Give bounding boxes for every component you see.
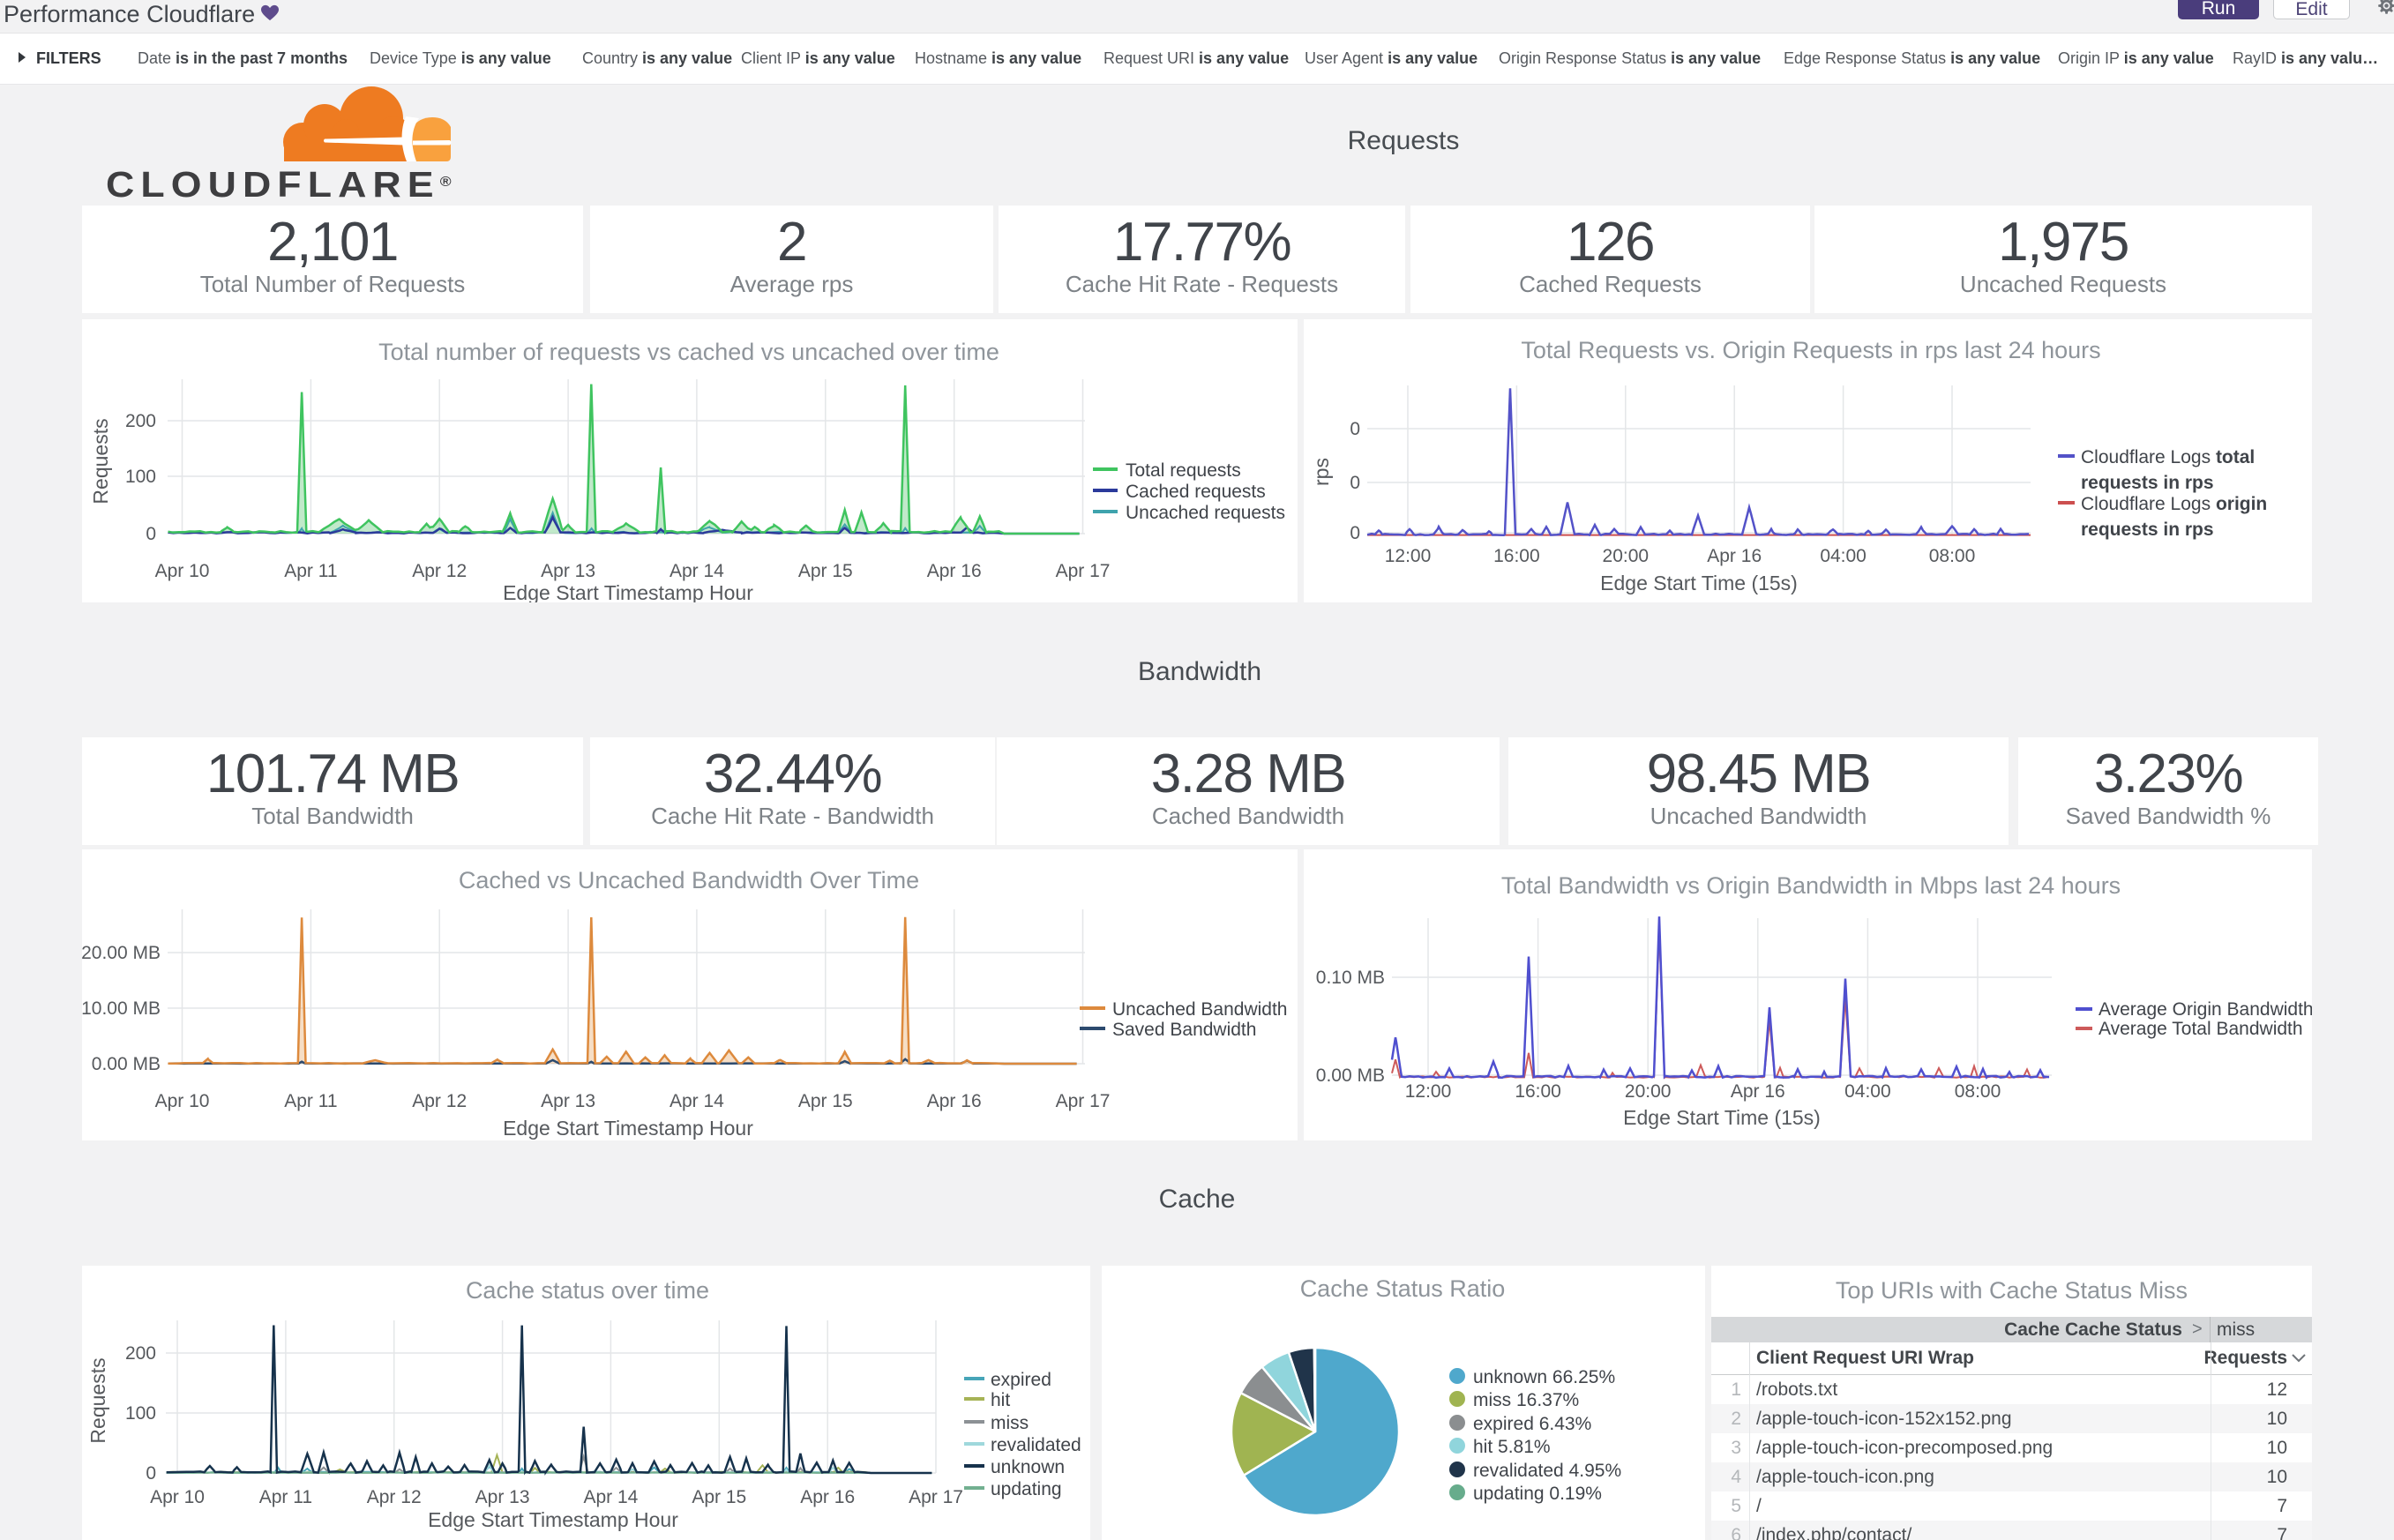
svg-text:10.00 MB: 10.00 MB	[82, 998, 161, 1019]
svg-text:0.00 MB: 0.00 MB	[92, 1054, 161, 1074]
svg-text:Saved Bandwidth: Saved Bandwidth	[1112, 1020, 1256, 1040]
svg-text:12:00: 12:00	[1385, 546, 1432, 566]
svg-text:0: 0	[146, 1463, 156, 1484]
svg-text:Edge Start Time (15s): Edge Start Time (15s)	[1623, 1106, 1821, 1129]
svg-text:100: 100	[125, 1403, 156, 1424]
svg-text:Average Total Bandwidth: Average Total Bandwidth	[2098, 1019, 2303, 1039]
svg-text:Cache status over time: Cache status over time	[466, 1277, 709, 1304]
svg-text:0: 0	[1350, 523, 1360, 543]
svg-text:20:00: 20:00	[1625, 1081, 1672, 1102]
svg-text:Requests: Requests	[89, 418, 112, 504]
svg-text:Apr 12: Apr 12	[412, 1091, 467, 1111]
svg-text:Total number of requests vs ca: Total number of requests vs cached vs un…	[378, 339, 999, 365]
svg-text:Cloudflare Logs total: Cloudflare Logs total	[2081, 447, 2255, 467]
svg-text:04:00: 04:00	[1844, 1081, 1891, 1102]
svg-text:unknown 66.25%: unknown 66.25%	[1473, 1367, 1615, 1387]
svg-text:Apr 16: Apr 16	[1707, 546, 1762, 566]
svg-text:Total Bandwidth vs Origin Band: Total Bandwidth vs Origin Bandwidth in M…	[1501, 872, 2121, 899]
svg-text:Apr 12: Apr 12	[412, 561, 467, 581]
svg-text:Apr 17: Apr 17	[1056, 1091, 1111, 1111]
svg-text:Apr 11: Apr 11	[284, 1091, 337, 1111]
svg-text:Cloudflare Logs origin: Cloudflare Logs origin	[2081, 494, 2267, 514]
svg-text:Cached requests: Cached requests	[1126, 482, 1266, 502]
svg-text:Requests: Requests	[86, 1357, 109, 1443]
svg-text:Edge Start Timestamp Hour: Edge Start Timestamp Hour	[428, 1508, 678, 1531]
svg-text:hit 5.81%: hit 5.81%	[1473, 1437, 1551, 1457]
svg-text:Cache Status Ratio: Cache Status Ratio	[1300, 1275, 1506, 1302]
svg-text:0.00 MB: 0.00 MB	[1316, 1065, 1385, 1086]
svg-text:100: 100	[125, 467, 156, 487]
svg-text:0: 0	[1350, 473, 1360, 493]
svg-text:200: 200	[125, 1343, 156, 1364]
svg-text:08:00: 08:00	[1955, 1081, 2001, 1102]
svg-text:Apr 10: Apr 10	[155, 1091, 210, 1111]
svg-text:0: 0	[146, 524, 156, 544]
svg-text:revalidated 4.95%: revalidated 4.95%	[1473, 1461, 1621, 1481]
svg-text:Uncached requests: Uncached requests	[1126, 503, 1285, 523]
svg-text:Apr 14: Apr 14	[670, 1091, 724, 1111]
svg-text:Apr 17: Apr 17	[1056, 561, 1111, 581]
svg-text:200: 200	[125, 411, 156, 431]
svg-text:Edge Start Timestamp Hour: Edge Start Timestamp Hour	[503, 1117, 753, 1140]
svg-text:Apr 16: Apr 16	[800, 1487, 855, 1507]
svg-text:Apr 14: Apr 14	[670, 561, 724, 581]
svg-text:Apr 13: Apr 13	[541, 1091, 595, 1111]
svg-text:Total requests: Total requests	[1126, 460, 1241, 481]
svg-text:updating: updating	[991, 1479, 1062, 1499]
svg-text:20.00 MB: 20.00 MB	[82, 943, 161, 963]
svg-text:expired 6.43%: expired 6.43%	[1473, 1414, 1591, 1434]
svg-text:miss: miss	[991, 1413, 1029, 1433]
svg-text:Apr 15: Apr 15	[798, 561, 853, 581]
svg-text:0.10 MB: 0.10 MB	[1316, 968, 1385, 988]
svg-text:Uncached Bandwidth: Uncached Bandwidth	[1112, 999, 1287, 1020]
svg-text:0: 0	[1350, 419, 1360, 439]
svg-text:rps: rps	[1310, 458, 1333, 486]
svg-text:unknown: unknown	[991, 1457, 1065, 1477]
svg-text:04:00: 04:00	[1820, 546, 1867, 566]
svg-text:Apr 13: Apr 13	[541, 561, 595, 581]
svg-text:Apr 11: Apr 11	[284, 561, 337, 581]
svg-text:updating 0.19%: updating 0.19%	[1473, 1484, 1602, 1504]
svg-text:Apr 11: Apr 11	[259, 1487, 312, 1507]
svg-text:Total Requests vs. Origin Requ: Total Requests vs. Origin Requests in rp…	[1521, 337, 2100, 363]
svg-text:requests in rps: requests in rps	[2081, 520, 2214, 540]
svg-text:Average Origin Bandwidth: Average Origin Bandwidth	[2098, 999, 2312, 1020]
svg-text:Apr 15: Apr 15	[692, 1487, 746, 1507]
svg-text:requests in rps: requests in rps	[2081, 473, 2214, 493]
svg-text:Apr 10: Apr 10	[150, 1487, 205, 1507]
svg-text:miss 16.37%: miss 16.37%	[1473, 1390, 1579, 1410]
svg-text:Cached vs Uncached Bandwidth O: Cached vs Uncached Bandwidth Over Time	[459, 867, 919, 893]
svg-text:08:00: 08:00	[1929, 546, 1976, 566]
svg-text:revalidated: revalidated	[991, 1435, 1081, 1455]
svg-text:20:00: 20:00	[1603, 546, 1650, 566]
svg-text:Apr 16: Apr 16	[1731, 1081, 1785, 1102]
svg-text:Apr 12: Apr 12	[367, 1487, 422, 1507]
svg-text:Apr 10: Apr 10	[155, 561, 210, 581]
svg-text:16:00: 16:00	[1515, 1081, 1561, 1102]
svg-text:Apr 16: Apr 16	[927, 1091, 982, 1111]
svg-text:Apr 14: Apr 14	[583, 1487, 638, 1507]
svg-text:expired: expired	[991, 1370, 1051, 1390]
svg-text:hit: hit	[991, 1390, 1010, 1410]
svg-text:Apr 15: Apr 15	[798, 1091, 853, 1111]
svg-text:Apr 16: Apr 16	[927, 561, 982, 581]
svg-text:Apr 13: Apr 13	[475, 1487, 530, 1507]
svg-text:12:00: 12:00	[1405, 1081, 1452, 1102]
svg-text:Edge Start Time (15s): Edge Start Time (15s)	[1600, 572, 1798, 594]
svg-text:Edge Start Timestamp Hour: Edge Start Timestamp Hour	[503, 581, 753, 602]
svg-text:Apr 17: Apr 17	[909, 1487, 963, 1507]
svg-text:16:00: 16:00	[1493, 546, 1540, 566]
